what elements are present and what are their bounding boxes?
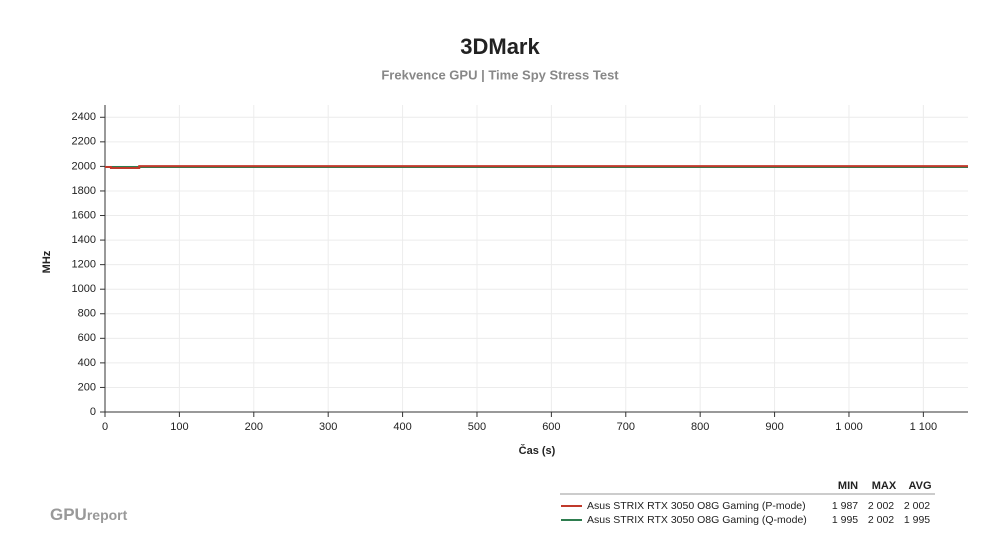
logo-main: GPU [50,505,87,524]
x-axis-label: Čas (s) [519,444,556,457]
x-tick-label: 1 000 [835,421,863,433]
y-tick-label: 2400 [72,111,96,123]
x-tick-label: 600 [542,421,560,433]
legend-stat: 2 002 [904,500,930,512]
legend-label: Asus STRIX RTX 3050 O8G Gaming (Q-mode) [587,514,807,526]
logo-sub: report [87,507,128,523]
y-tick-label: 200 [78,381,96,393]
y-tick-label: 400 [78,357,96,369]
x-tick-label: 1 100 [910,421,938,433]
x-tick-label: 900 [765,421,783,433]
x-tick-label: 0 [102,421,108,433]
x-tick-label: 300 [319,421,337,433]
y-tick-label: 1800 [72,185,96,197]
y-tick-label: 1600 [72,209,96,221]
y-tick-label: 600 [78,332,96,344]
x-tick-label: 800 [691,421,709,433]
y-tick-label: 2000 [72,160,96,172]
y-axis-label: MHz [41,250,53,273]
legend-label: Asus STRIX RTX 3050 O8G Gaming (P-mode) [587,500,806,512]
logo: GPUreport [50,505,128,524]
series-line [105,165,968,169]
legend-header: MIN [838,480,858,492]
legend-stat: 2 002 [868,514,894,526]
x-tick-label: 500 [468,421,486,433]
y-tick-label: 1000 [72,283,96,295]
y-tick-label: 0 [90,406,96,418]
legend-stat: 1 987 [832,500,858,512]
y-tick-label: 800 [78,308,96,320]
y-tick-label: 1200 [72,259,96,271]
legend-stat: 1 995 [832,514,858,526]
chart-subtitle: Frekvence GPU | Time Spy Stress Test [381,67,619,82]
legend-stat: 2 002 [868,500,894,512]
chart-title: 3DMark [460,34,540,59]
legend-header: MAX [872,480,897,492]
x-tick-label: 100 [170,421,188,433]
x-tick-label: 200 [245,421,263,433]
legend-stat: 1 995 [904,514,930,526]
x-tick-label: 700 [617,421,635,433]
y-tick-label: 1400 [72,234,96,246]
legend-header: AVG [908,480,931,492]
y-tick-label: 2200 [72,136,96,148]
x-tick-label: 400 [393,421,411,433]
